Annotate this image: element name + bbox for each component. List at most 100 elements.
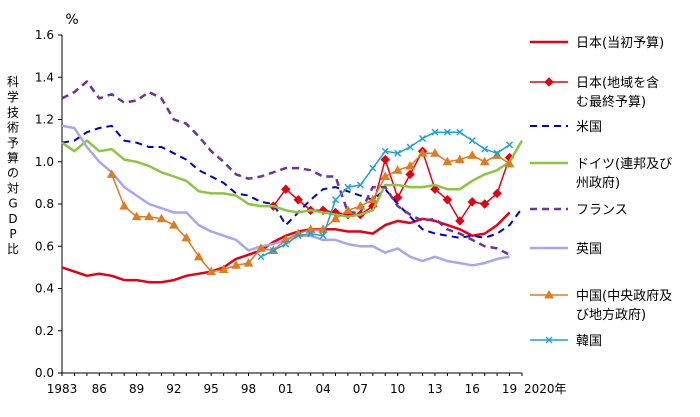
data-point [281,184,291,194]
data-point [332,196,340,204]
legend-item-8: 韓国 [530,334,602,349]
y-tick-label: 0.4 [35,282,54,296]
data-point [319,232,327,240]
legend-label-line: 中国(中央政府及 [576,289,672,304]
data-point [206,266,217,276]
data-point [380,154,390,165]
series-line [61,139,524,218]
legend-label-line: 日本(地域を含 [576,75,659,91]
x-axis-end-label: 2020年 [524,382,567,396]
data-point [106,169,117,178]
y-axis-label-char: D [8,212,17,226]
x-tick-label: 07 [353,382,368,396]
x-tick-label: 95 [204,382,219,396]
legend-marker [544,77,554,87]
legend-label: 韓国 [576,334,602,349]
series-8 [257,128,514,261]
data-point [493,149,501,157]
data-point [468,137,476,145]
series-line [61,124,523,239]
y-tick-label: 0.0 [35,366,54,380]
series-5 [61,80,511,256]
legend-label-line: び地方政府) [576,307,646,323]
data-point [256,243,266,252]
data-point [479,156,490,166]
data-point [344,183,352,191]
x-tick-label: 19 [502,382,517,396]
series-3 [61,124,523,239]
legend-label: 日本(当初予算) [576,36,664,51]
legend-item-5: フランス [530,203,628,218]
y-axis-label-char: 比 [7,242,19,256]
series-7 [106,148,515,276]
y-axis-label-char: 技 [7,105,19,119]
y-axis-label-char: 対 [7,181,19,195]
data-point [392,192,403,203]
legend-marker [544,289,554,299]
data-point [293,195,303,205]
data-point [243,258,254,267]
data-point [381,147,389,155]
legend-label: 英国 [576,242,602,257]
legend-item-2: 日本(地域を含む最終予算) [530,75,659,110]
y-axis-label-char: 予 [7,136,19,150]
data-point [430,148,440,157]
x-tick-label: 86 [92,382,107,396]
data-point [367,194,378,204]
y-tick-label: 0.8 [35,197,54,211]
x-tick-label: 92 [166,382,181,396]
legend-label-line: 州政府) [576,176,620,191]
data-point [369,164,377,172]
data-point [405,169,415,180]
data-point [282,240,290,248]
data-point [443,128,451,136]
data-point [419,135,427,143]
data-point [131,211,142,221]
y-axis-label-char: G [8,197,17,211]
legend-item-7: 中国(中央政府及び地方政府) [530,289,672,323]
series-1 [61,211,511,284]
series-line [61,211,511,284]
legend-marker [545,336,553,344]
x-tick-label: 04 [315,382,330,396]
x-tick-label: 98 [241,382,256,396]
data-point [467,197,477,207]
data-point [394,149,402,157]
legend-label-line: ドイツ(連邦及び [576,157,672,172]
data-point [343,205,353,214]
data-point [455,216,465,226]
legend-label: 日本(地域を含む最終予算) [576,75,659,110]
plot-area [61,80,524,284]
data-point [193,251,204,261]
data-point [405,160,415,170]
y-tick-label: 1.0 [35,155,54,169]
axes: 0.0 0.2 0.4 0.6 0.8 1.0 1.2 1.4 1.6 1983 86 89 92 95 9… [35,28,567,396]
data-point [181,232,192,242]
data-point [307,230,315,238]
data-point [380,171,391,181]
data-point [294,232,302,240]
legend-item-4: ドイツ(連邦及び州政府) [530,157,672,191]
legend-label: 米国 [576,120,602,135]
legend-item-6: 英国 [530,242,602,257]
legend-item-1: 日本(当初予算) [530,36,664,51]
data-point [479,199,490,209]
data-point [406,143,414,151]
y-tick-label: 1.2 [35,113,54,127]
data-point [269,246,277,254]
y-axis-label-char: の [7,166,19,180]
data-point [119,201,130,210]
series-4 [61,139,524,218]
y-axis-label-char: 術 [7,121,19,135]
legend-item-3: 米国 [530,120,602,135]
y-tick-label: 1.4 [35,70,54,84]
data-point [231,260,241,269]
data-point [257,253,265,261]
legend-label: ドイツ(連邦及び州政府) [576,157,672,191]
y-axis-label-char: 学 [7,89,19,104]
y-tick-label: 0.6 [35,239,54,253]
